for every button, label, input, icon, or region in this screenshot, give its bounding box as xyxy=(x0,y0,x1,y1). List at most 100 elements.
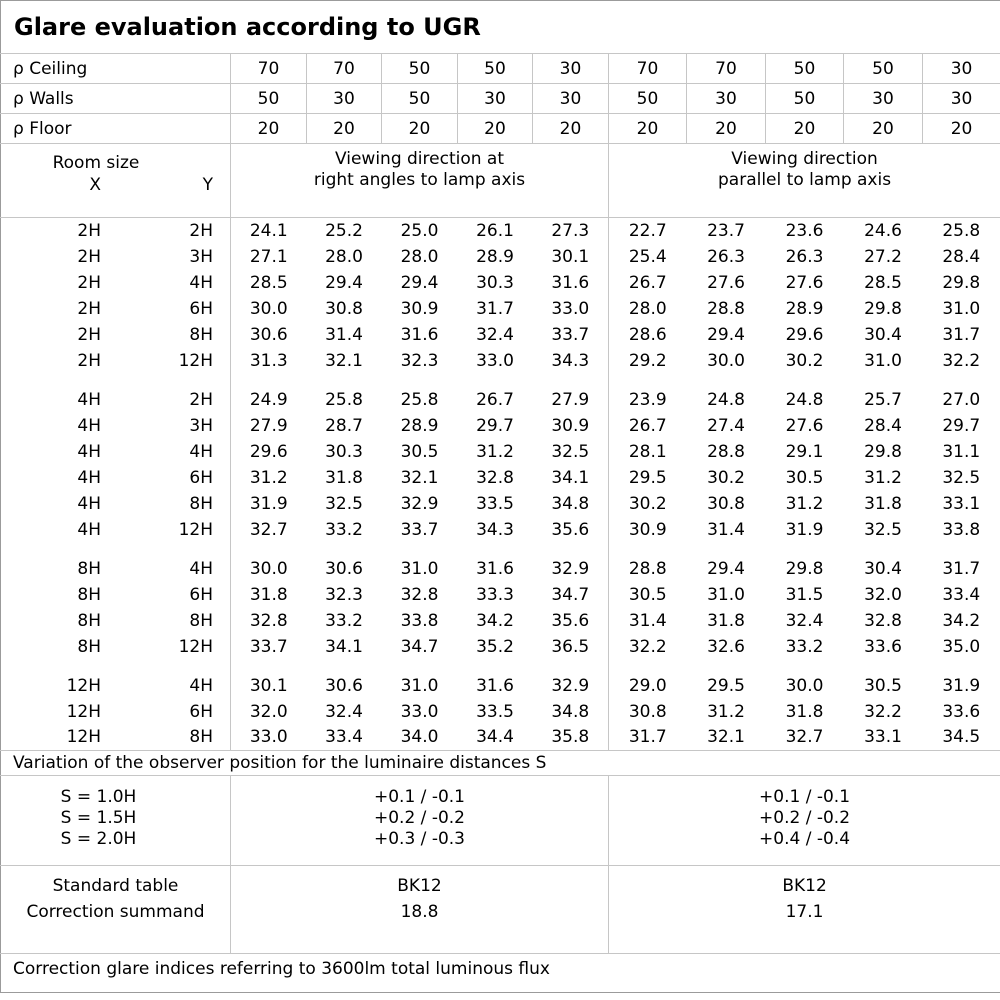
reflectance-value: 50 xyxy=(381,53,458,84)
room-y-value: 2H xyxy=(189,220,213,241)
ugr-value: 24.9 xyxy=(230,386,307,413)
ugr-value: 29.0 xyxy=(608,672,687,699)
room-size-cell: 8H 4H xyxy=(1,556,231,582)
ugr-row: 12H 6H 32.0 32.4 33.0 33.5 34.8 30.8 31.… xyxy=(1,698,1000,725)
ugr-row: 2H 8H 30.6 31.4 31.6 32.4 33.7 28.6 29.4… xyxy=(1,321,1000,348)
ugr-value: 31.2 xyxy=(230,464,307,491)
correction-summand-value: 17.1 xyxy=(785,902,824,922)
reflectance-value: 30 xyxy=(457,83,533,114)
ugr-value: 35.6 xyxy=(551,610,590,631)
ugr-value: 30.9 xyxy=(608,516,687,543)
reflectance-value: 20 xyxy=(457,113,533,144)
reflectance-value: 50 xyxy=(230,83,307,114)
s-label: S = 2.0H xyxy=(60,829,137,849)
room-size-cell: 12H 8H xyxy=(1,725,231,751)
ugr-value: 34.0 xyxy=(400,727,439,748)
ugr-value: 33.8 xyxy=(942,519,981,540)
ugr-value: 31.8 xyxy=(230,581,307,608)
ugr-value: 28.8 xyxy=(707,441,745,462)
left-direction-header: Viewing direction at right angles to lam… xyxy=(230,143,609,218)
ugr-value: 29.8 xyxy=(864,441,902,462)
spacer-cell xyxy=(230,659,609,673)
ugr-value: 34.3 xyxy=(476,519,514,540)
ugr-value: 30.6 xyxy=(230,321,307,348)
ugr-value: 28.9 xyxy=(400,415,439,436)
s-correction: +0.1 / -0.1 xyxy=(374,787,465,807)
room-x-value: 4H xyxy=(77,519,101,540)
reflectance-row: ρ Floor 20 20 20 20 20 20 20 20 20 20 xyxy=(0,113,1000,144)
ugr-value: 29.7 xyxy=(476,415,514,436)
ugr-value: 28.5 xyxy=(864,272,902,293)
ugr-value: 28.4 xyxy=(942,246,981,267)
ugr-value: 34.1 xyxy=(551,467,590,488)
room-size-cell: 8H 8H xyxy=(1,608,231,634)
s-label: S = 1.5H xyxy=(60,808,137,828)
s-corrections-left: +0.1 / -0.1 +0.2 / -0.2 +0.3 / -0.3 xyxy=(230,775,609,866)
room-y-value: 4H xyxy=(189,272,213,293)
ugr-value: 31.0 xyxy=(707,584,745,605)
ugr-value: 31.4 xyxy=(325,324,363,345)
ugr-value: 28.7 xyxy=(325,415,363,436)
ugr-value: 32.3 xyxy=(400,350,439,371)
reflectance-value: 30 xyxy=(921,53,1000,84)
room-size-cell: 2H 6H xyxy=(1,296,231,322)
ugr-value: 33.0 xyxy=(400,701,439,722)
ugr-value: 30.9 xyxy=(551,415,590,436)
ugr-value: 32.7 xyxy=(230,516,307,543)
ugr-value: 28.9 xyxy=(476,246,514,267)
room-size-header: Room size X Y xyxy=(0,143,231,218)
ugr-value: 33.7 xyxy=(400,519,439,540)
room-x-value: 8H xyxy=(77,636,101,657)
ugr-value: 30.6 xyxy=(325,558,363,579)
ugr-value: 31.7 xyxy=(476,298,514,319)
ugr-value: 33.7 xyxy=(230,633,307,660)
ugr-value: 32.3 xyxy=(325,584,363,605)
room-y-value: 8H xyxy=(189,610,213,631)
reflectance-value: 30 xyxy=(306,83,382,114)
ugr-value: 25.8 xyxy=(325,389,363,410)
page-title: Glare evaluation according to UGR xyxy=(0,0,1000,54)
room-x-value: 4H xyxy=(77,415,101,436)
ugr-row: 4H 6H 31.2 31.8 32.1 32.8 34.1 29.5 30.2… xyxy=(1,464,1000,491)
room-x-value: 2H xyxy=(77,324,101,345)
reflectance-value: 20 xyxy=(532,113,609,144)
column-header-row: Room size X Y Viewing direction at right… xyxy=(0,143,1000,218)
group-spacer-row xyxy=(1,659,1000,673)
correction-summand-label: Correction summand xyxy=(26,902,205,922)
reflectance-value: 30 xyxy=(532,53,609,84)
ugr-value: 33.2 xyxy=(325,610,363,631)
ugr-value: 26.3 xyxy=(707,246,745,267)
ugr-value: 28.4 xyxy=(864,415,902,436)
ugr-value: 31.8 xyxy=(707,610,745,631)
ugr-value: 26.3 xyxy=(785,246,824,267)
ugr-value: 33.6 xyxy=(864,636,902,657)
ugr-value: 32.9 xyxy=(551,675,590,696)
s-corrections-right: +0.1 / -0.1 +0.2 / -0.2 +0.4 / -0.4 xyxy=(607,775,1000,866)
ugr-value: 31.0 xyxy=(942,298,981,319)
ugr-value: 30.2 xyxy=(608,490,687,517)
ugr-value: 26.7 xyxy=(476,389,514,410)
variation-note: Variation of the observer position for t… xyxy=(0,750,1000,776)
ugr-value: 32.8 xyxy=(400,584,439,605)
room-size-cell: 2H 4H xyxy=(1,270,231,296)
room-x-value: 12H xyxy=(66,727,101,748)
reflectance-value: 20 xyxy=(381,113,458,144)
ugr-value: 23.6 xyxy=(785,220,824,241)
ugr-value: 32.5 xyxy=(551,441,590,462)
ugr-value: 30.0 xyxy=(707,350,745,371)
room-y-value: 8H xyxy=(189,727,213,748)
ugr-value: 31.7 xyxy=(942,324,981,345)
ugr-value: 29.8 xyxy=(864,298,902,319)
ugr-value: 28.6 xyxy=(608,321,687,348)
ugr-value: 27.4 xyxy=(707,415,745,436)
ugr-value: 30.5 xyxy=(785,467,824,488)
room-size-cell: 12H 4H xyxy=(1,673,231,699)
room-size-label: Room size xyxy=(52,153,140,173)
room-y-value: 12H xyxy=(178,519,213,540)
ugr-value: 31.2 xyxy=(476,441,514,462)
reflectance-value: 20 xyxy=(921,113,1000,144)
spacer-cell xyxy=(1,543,231,556)
ugr-value: 24.8 xyxy=(707,389,745,410)
ugr-value: 31.2 xyxy=(864,467,902,488)
